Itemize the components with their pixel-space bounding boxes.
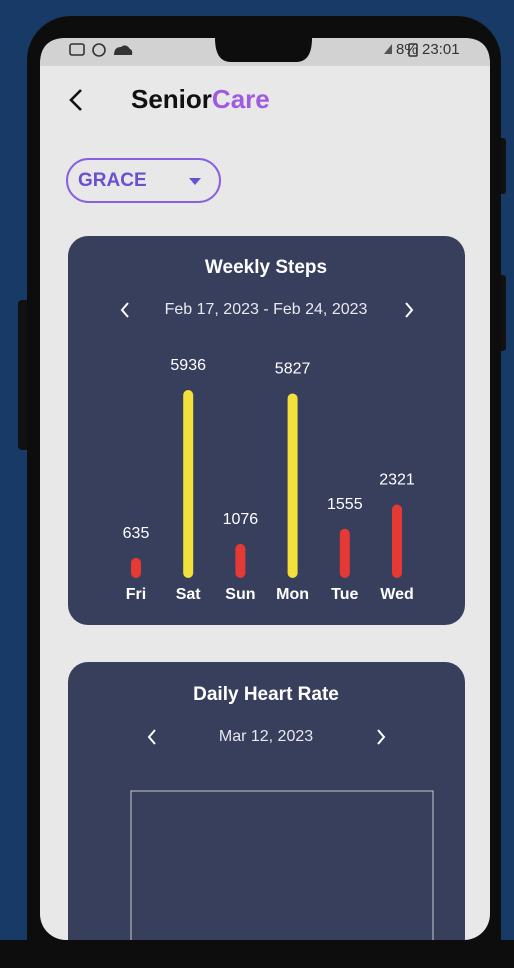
- step-value: 635: [123, 525, 150, 542]
- notch: [215, 38, 312, 62]
- app-title: SeniorCare: [131, 84, 270, 114]
- battery-level: 8%: [396, 41, 418, 58]
- selector-label[interactable]: GRACE: [78, 170, 147, 191]
- screen: 8% 23:01 SeniorCare GRACE Weekly Steps F…: [0, 0, 514, 968]
- step-bar: [131, 558, 141, 578]
- steps-card: [68, 236, 465, 625]
- step-bar: [340, 529, 350, 578]
- clock: 23:01: [422, 41, 460, 58]
- day-label: Tue: [331, 586, 358, 603]
- day-label: Fri: [126, 586, 146, 603]
- step-value: 5936: [170, 357, 206, 374]
- step-bar: [183, 390, 193, 578]
- day-label: Mon: [276, 586, 309, 603]
- step-value: 2321: [379, 472, 415, 489]
- step-bar: [235, 544, 245, 578]
- day-label: Wed: [380, 586, 413, 603]
- day-label: Sat: [176, 586, 202, 603]
- step-bar: [392, 504, 402, 578]
- step-value: 1076: [223, 511, 259, 528]
- heart-card: [68, 662, 465, 968]
- date-label: Mar 12, 2023: [219, 728, 313, 745]
- day-label: Sun: [225, 586, 255, 603]
- phone-bezel: [0, 940, 514, 968]
- step-value: 1555: [327, 496, 363, 513]
- step-value: 5827: [275, 361, 311, 378]
- step-bar: [288, 393, 298, 578]
- card-title: Weekly Steps: [205, 257, 327, 278]
- date-range: Feb 17, 2023 - Feb 24, 2023: [165, 301, 368, 318]
- card-title: Daily Heart Rate: [193, 684, 339, 705]
